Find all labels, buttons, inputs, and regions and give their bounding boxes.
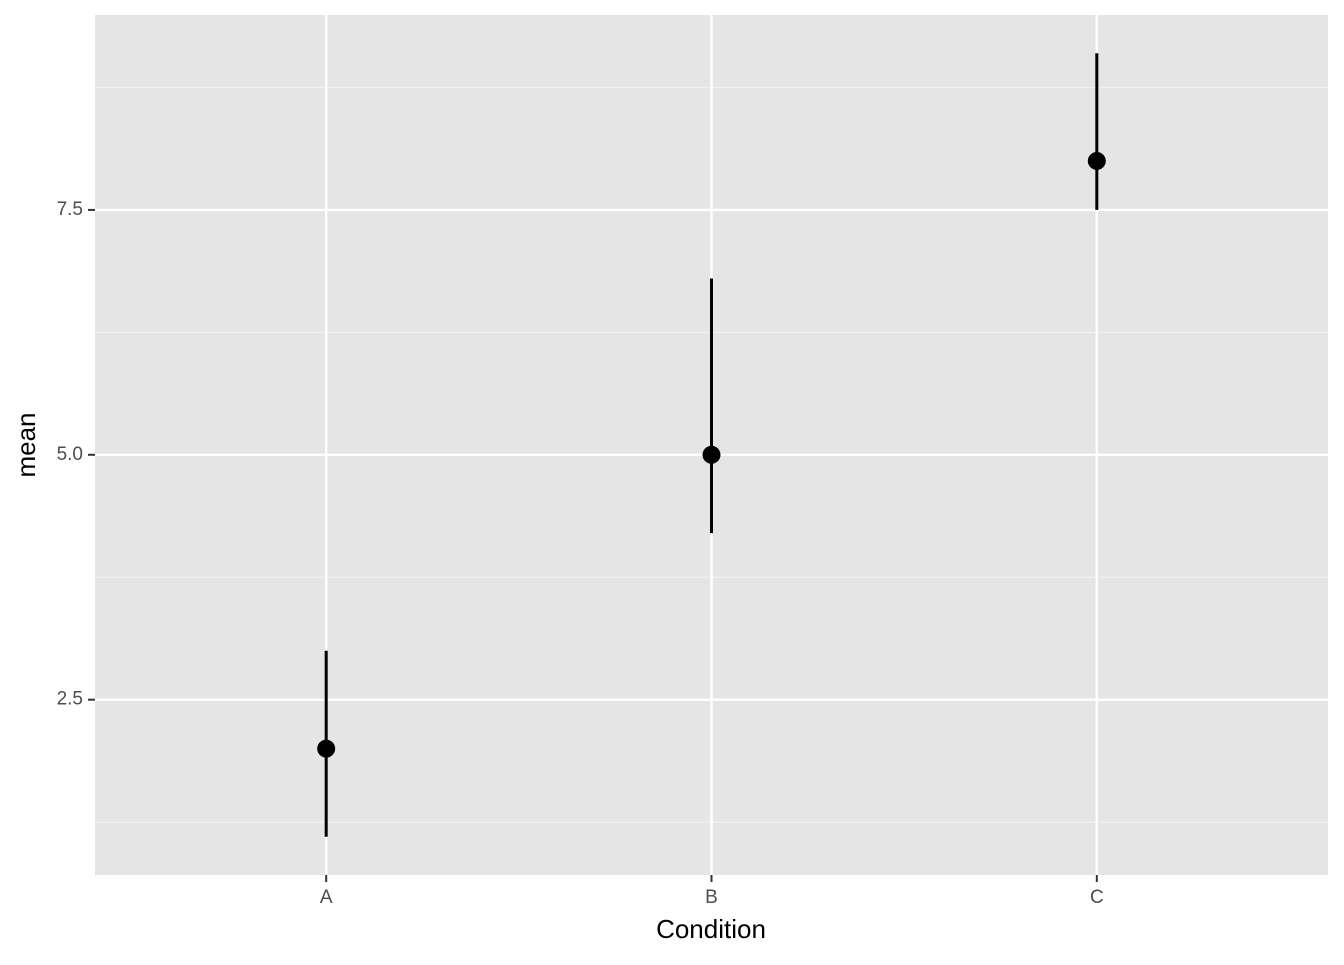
y-axis-title: mean — [11, 412, 41, 477]
point — [702, 445, 721, 464]
y-tick-label: 7.5 — [57, 199, 83, 220]
y-tick-label: 5.0 — [57, 444, 83, 465]
x-axis-title: Condition — [656, 914, 766, 944]
point — [317, 739, 336, 758]
y-tick-label: 2.5 — [57, 689, 83, 710]
x-tick-label: A — [320, 887, 333, 908]
x-tick-label: C — [1090, 887, 1104, 908]
point — [1087, 151, 1106, 170]
x-tick-label: B — [705, 887, 718, 908]
